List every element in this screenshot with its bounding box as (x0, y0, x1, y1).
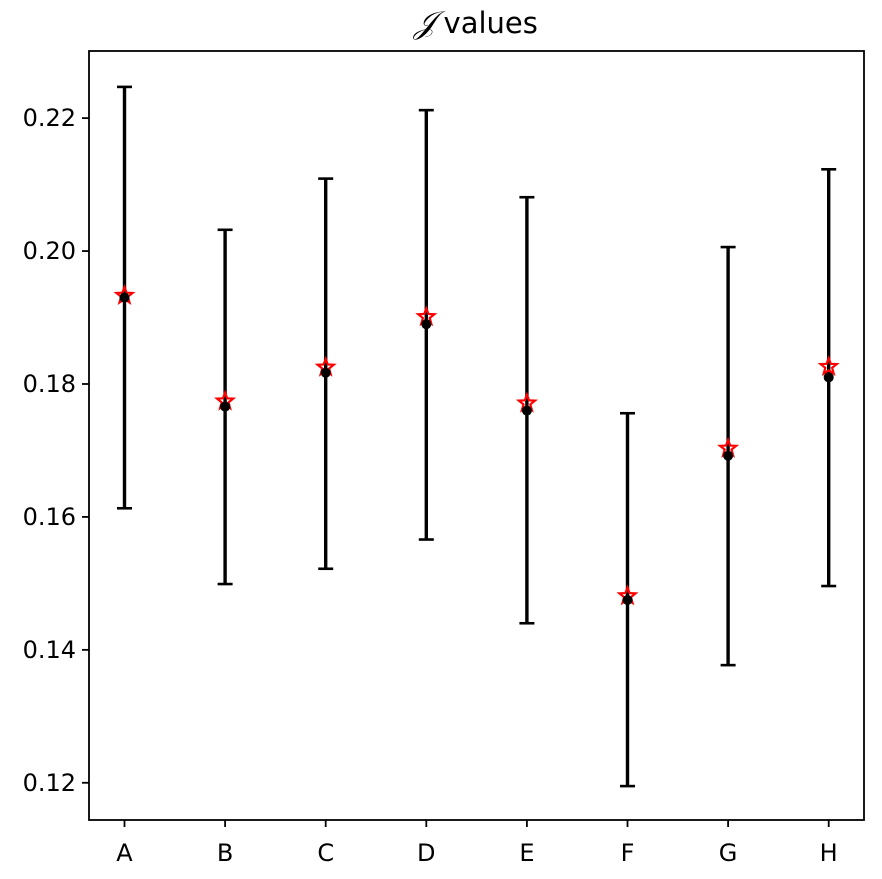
circle-point (421, 319, 432, 330)
circle-point (622, 595, 633, 606)
x-tick-label: E (519, 839, 534, 867)
axes: 0.12 0.14 0.16 0.18 0.20 0.22 A B C D E F G H (23, 104, 838, 867)
x-tick-label: G (719, 839, 738, 867)
x-tick-label: D (417, 839, 435, 867)
plot-frame (88, 50, 865, 821)
circle-point (723, 450, 734, 461)
circle-point (521, 405, 532, 416)
circle-point (220, 401, 231, 412)
y-tick-label: 0.12 (23, 769, 76, 797)
circle-point (823, 372, 834, 383)
y-tick-label: 0.18 (23, 370, 76, 398)
y-tick-label: 0.14 (23, 636, 76, 664)
title-text: values (444, 6, 538, 40)
y-tick-label: 0.20 (23, 237, 76, 265)
x-tick-label: B (217, 839, 233, 867)
x-tick-label: F (621, 839, 635, 867)
star-point (817, 355, 840, 377)
y-tick-label: 0.22 (23, 104, 76, 132)
x-tick-label: H (820, 839, 838, 867)
x-tick-label: A (116, 839, 133, 867)
y-tick-label: 0.16 (23, 503, 76, 531)
title-symbol: 𝒥 (412, 5, 446, 41)
circle-point (320, 367, 331, 378)
x-tick-label: C (317, 839, 334, 867)
circle-point (119, 292, 130, 303)
plot-marks (113, 85, 840, 788)
